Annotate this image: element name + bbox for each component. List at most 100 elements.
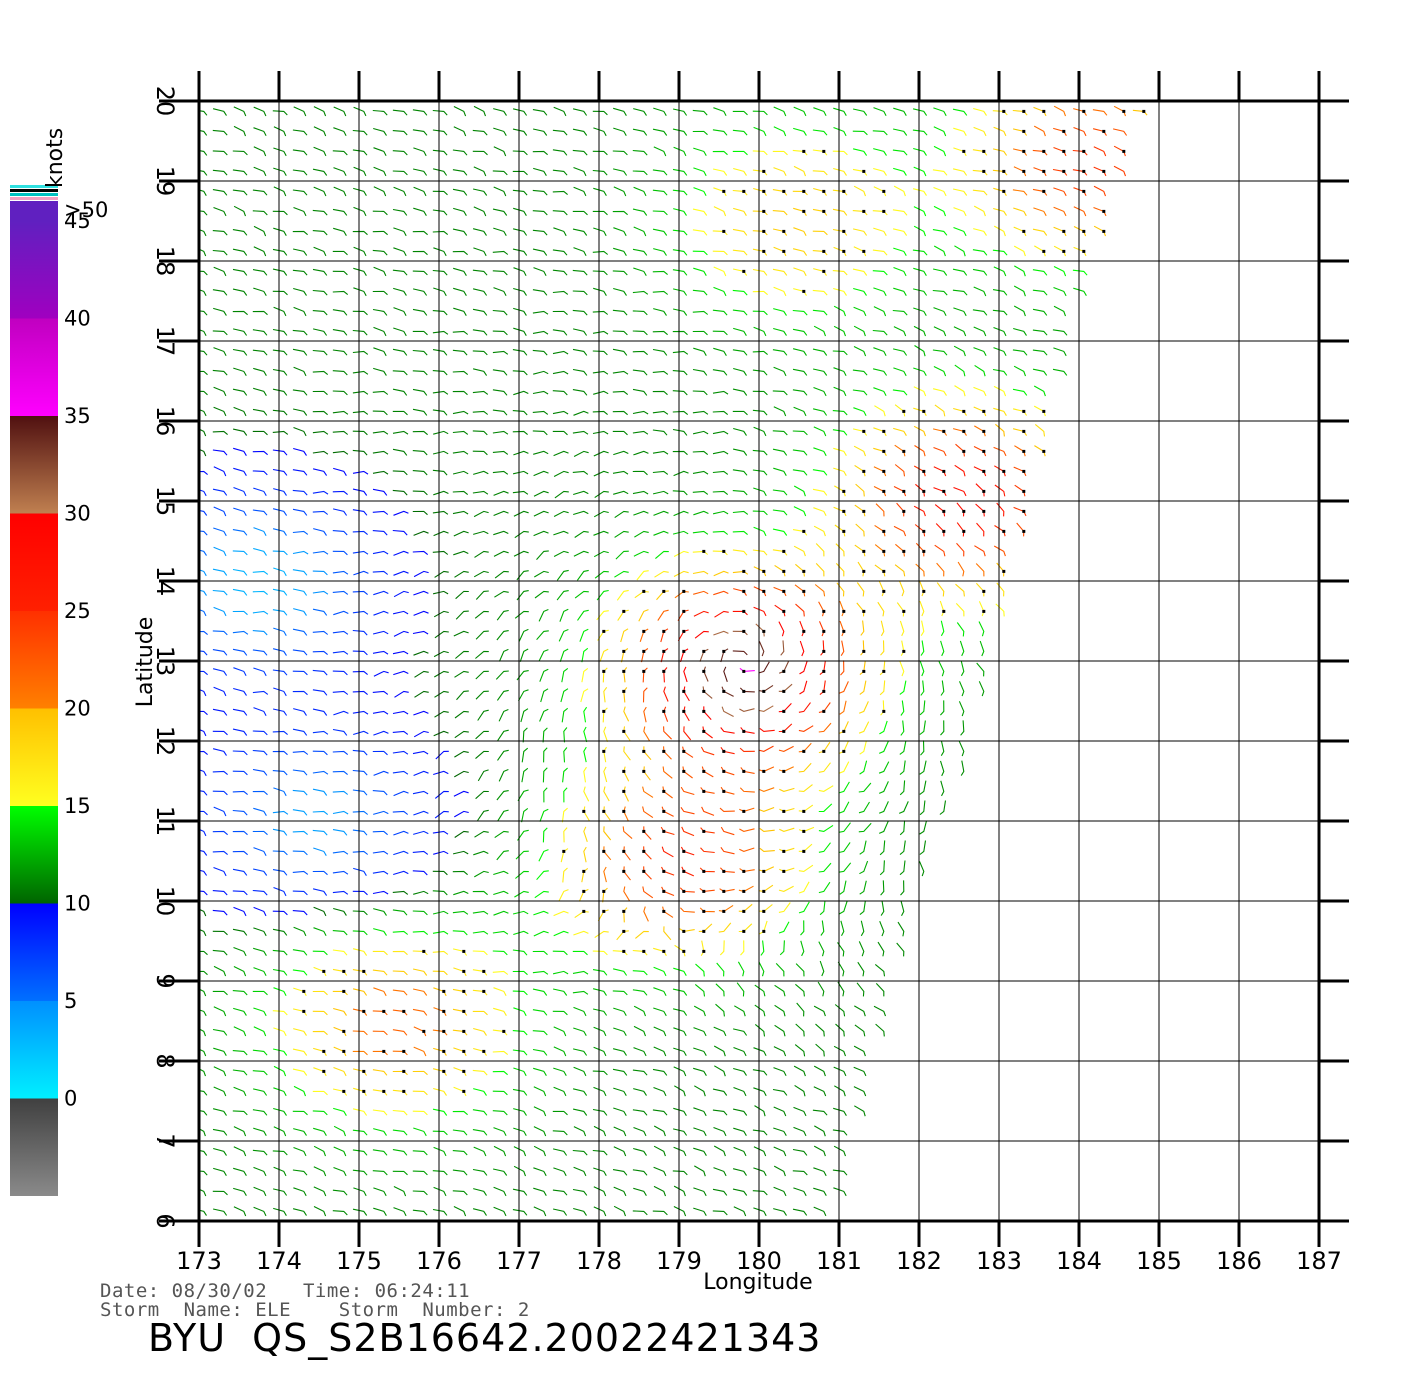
wind-vector xyxy=(938,661,945,677)
wind-vector xyxy=(573,1066,587,1077)
wind-vector xyxy=(212,770,228,776)
wind-vector xyxy=(272,828,288,836)
wind-vector xyxy=(212,890,228,896)
wind-vector xyxy=(392,770,409,775)
wind-vector xyxy=(233,1007,247,1016)
wind-vector xyxy=(993,545,1006,557)
wind-vector xyxy=(472,269,488,276)
wind-vector xyxy=(633,1047,647,1057)
wind-vector xyxy=(612,990,628,996)
wind-vector xyxy=(663,726,672,740)
wind-vector xyxy=(872,270,888,276)
wind-vector xyxy=(433,1146,447,1157)
wind-vector xyxy=(493,890,509,896)
wind-vector xyxy=(572,108,588,116)
wind-vector xyxy=(212,790,228,796)
wind-vector xyxy=(858,941,865,957)
wind-vector xyxy=(493,1127,507,1137)
wind-vector xyxy=(558,628,569,642)
wind-vector xyxy=(532,970,549,975)
rain-flag-marker xyxy=(642,769,646,773)
rain-flag-marker xyxy=(842,509,846,513)
wind-vector xyxy=(199,289,207,297)
rain-flag-marker xyxy=(702,769,706,773)
wind-vector xyxy=(858,822,872,833)
rain-flag-marker xyxy=(882,569,886,573)
rain-flag-marker xyxy=(802,849,806,853)
wind-vector xyxy=(232,750,248,756)
wind-vector xyxy=(815,1043,825,1057)
wind-vector xyxy=(393,307,407,317)
rain-flag-marker xyxy=(842,749,846,753)
wind-vector xyxy=(412,168,428,176)
wind-vector xyxy=(956,502,965,517)
wind-vector xyxy=(233,467,247,476)
wind-vector xyxy=(613,1146,627,1157)
wind-vector xyxy=(1032,329,1048,336)
wind-vector xyxy=(632,149,648,156)
wind-vector xyxy=(1113,165,1127,177)
legend-tick-label: 0 xyxy=(64,1087,77,1111)
wind-vector xyxy=(372,650,389,655)
wind-vector xyxy=(572,430,589,435)
wind-vector xyxy=(833,107,847,116)
wind-vector xyxy=(954,364,966,377)
wind-vector xyxy=(493,1206,507,1217)
wind-vector xyxy=(492,170,508,176)
wind-vector xyxy=(472,308,488,316)
wind-vector xyxy=(778,745,794,752)
wind-vector xyxy=(652,270,668,276)
wind-vector xyxy=(612,410,628,416)
wind-vector xyxy=(960,660,965,677)
wind-vector xyxy=(920,680,925,696)
rain-flag-marker xyxy=(842,629,846,633)
wind-vector xyxy=(680,806,695,815)
rain-flag-marker xyxy=(902,549,906,553)
wind-vector xyxy=(312,370,329,376)
wind-vector xyxy=(292,670,308,676)
wind-vector xyxy=(900,880,905,896)
wind-vector xyxy=(475,630,489,640)
rain-flag-marker xyxy=(602,749,606,753)
wind-vector xyxy=(513,1127,527,1136)
wind-vector xyxy=(838,681,849,694)
rain-flag-marker xyxy=(422,1029,426,1033)
wind-vector xyxy=(653,1166,667,1177)
wind-vector xyxy=(453,890,469,896)
wind-vector xyxy=(414,690,429,698)
wind-vector xyxy=(212,189,228,196)
wind-vector xyxy=(833,1145,847,1157)
wind-vector xyxy=(593,1186,607,1197)
wind-vector xyxy=(493,987,507,997)
wind-vector xyxy=(452,410,469,415)
wind-vector xyxy=(758,766,775,772)
rain-flag-marker xyxy=(1042,449,1046,453)
wind-vector xyxy=(313,1145,327,1157)
rain-flag-marker xyxy=(982,149,986,153)
wind-vector xyxy=(539,808,549,822)
wind-vector xyxy=(413,770,429,777)
wind-vector xyxy=(553,470,569,477)
legend-cap-stripe xyxy=(10,193,58,196)
wind-vector xyxy=(332,570,349,575)
wind-vector xyxy=(612,1169,628,1176)
wind-vector xyxy=(993,347,1007,357)
wind-vector xyxy=(372,450,389,455)
wind-vector xyxy=(893,525,907,537)
rain-flag-marker xyxy=(622,609,626,613)
wind-vector xyxy=(412,1110,428,1116)
wind-vector xyxy=(272,669,288,676)
wind-vector xyxy=(613,186,627,197)
wind-vector xyxy=(897,921,905,937)
wind-vector xyxy=(372,210,388,216)
wind-vector xyxy=(632,350,648,356)
wind-vector xyxy=(940,780,945,797)
rain-flag-marker xyxy=(702,689,706,693)
wind-vector xyxy=(672,1170,688,1176)
wind-vector xyxy=(798,881,810,894)
wind-vector xyxy=(514,890,529,898)
wind-vector xyxy=(392,909,408,916)
rain-flag-marker xyxy=(622,689,626,693)
wind-vector xyxy=(633,1147,647,1156)
wind-vector xyxy=(432,970,448,976)
